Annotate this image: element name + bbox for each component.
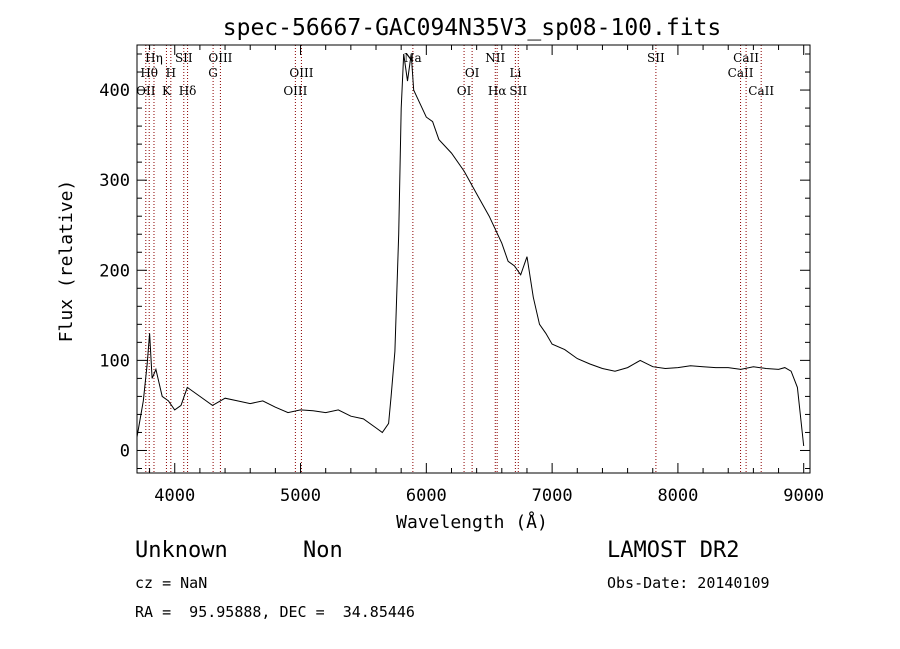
spectral-marker-label: Na: [404, 51, 422, 65]
spectral-marker-label: K: [162, 84, 172, 98]
spectral-marker-label: Li: [509, 66, 521, 80]
x-axis-label: Wavelength (Å): [396, 511, 548, 533]
spectral-marker-label: CaII: [748, 84, 774, 98]
obs-date: Obs-Date: 20140109: [607, 574, 770, 592]
spectral-marker-label: CaII: [728, 66, 754, 80]
spectral-marker-label: OI: [457, 84, 472, 98]
x-tick-label: 4000: [154, 486, 195, 506]
spectral-marker-label: Hη: [145, 51, 163, 65]
y-tick-label: 200: [99, 261, 130, 281]
spectral-marker-label: OIII: [208, 51, 232, 65]
chart-title: spec-56667-GAC094N35V3_sp08-100.fits: [223, 15, 722, 41]
spectral-marker-label: OIII: [283, 84, 307, 98]
spectral-marker-label: H: [166, 66, 176, 80]
spectral-marker-label: SII: [175, 51, 193, 65]
coordinates: RA = 95.95888, DEC = 34.85446: [135, 603, 415, 621]
redshift-info: cz = NaN: [135, 574, 208, 592]
spectral-marker-label: SII: [509, 84, 527, 98]
x-tick-label: 6000: [406, 486, 447, 506]
spectrum-line: [136, 53, 805, 447]
y-axis-label: Flux (relative): [56, 180, 77, 343]
spectral-marker-label: Hθ: [140, 66, 158, 80]
spectral-marker-label: OII: [136, 84, 156, 98]
spectral-marker-label: Hα: [488, 84, 507, 98]
spectral-marker-label: OI: [465, 66, 480, 80]
y-tick-label: 100: [99, 351, 130, 371]
x-tick-label: 7000: [532, 486, 573, 506]
axis-ticks: 4000 5000 6000 7000 8000 9000 0 100 200 300 400: [99, 45, 824, 506]
y-tick-label: 0: [120, 441, 130, 461]
spectral-marker-label: SII: [647, 51, 665, 65]
spectral-marker-label: Hδ: [179, 84, 197, 98]
x-tick-label: 8000: [657, 486, 698, 506]
y-tick-label: 300: [99, 171, 130, 191]
survey-name: LAMOST DR2: [607, 538, 740, 563]
spectral-line-markers: OIIHθHηKHSIIHδGOIIIOIIIOIIINaOIOINIIHαLi…: [136, 45, 774, 473]
object-subclass: Non: [303, 538, 343, 563]
spectral-marker-label: CaII: [733, 51, 759, 65]
spectral-marker-label: NII: [485, 51, 505, 65]
object-class: Unknown: [135, 538, 228, 563]
spectral-marker-label: G: [208, 66, 218, 80]
plot-frame: [136, 44, 811, 474]
spectral-marker-label: OIII: [289, 66, 313, 80]
y-tick-label: 400: [99, 81, 130, 101]
x-tick-label: 5000: [280, 486, 321, 506]
x-tick-label: 9000: [783, 486, 824, 506]
